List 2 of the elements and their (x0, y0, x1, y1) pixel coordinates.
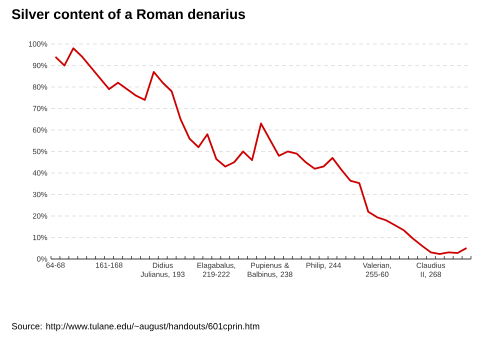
chart-title: Silver content of a Roman denarius (12, 8, 246, 20)
source-note: Source: http://www.tulane.edu/~august/handouts/601cprin.htm (12, 322, 260, 332)
